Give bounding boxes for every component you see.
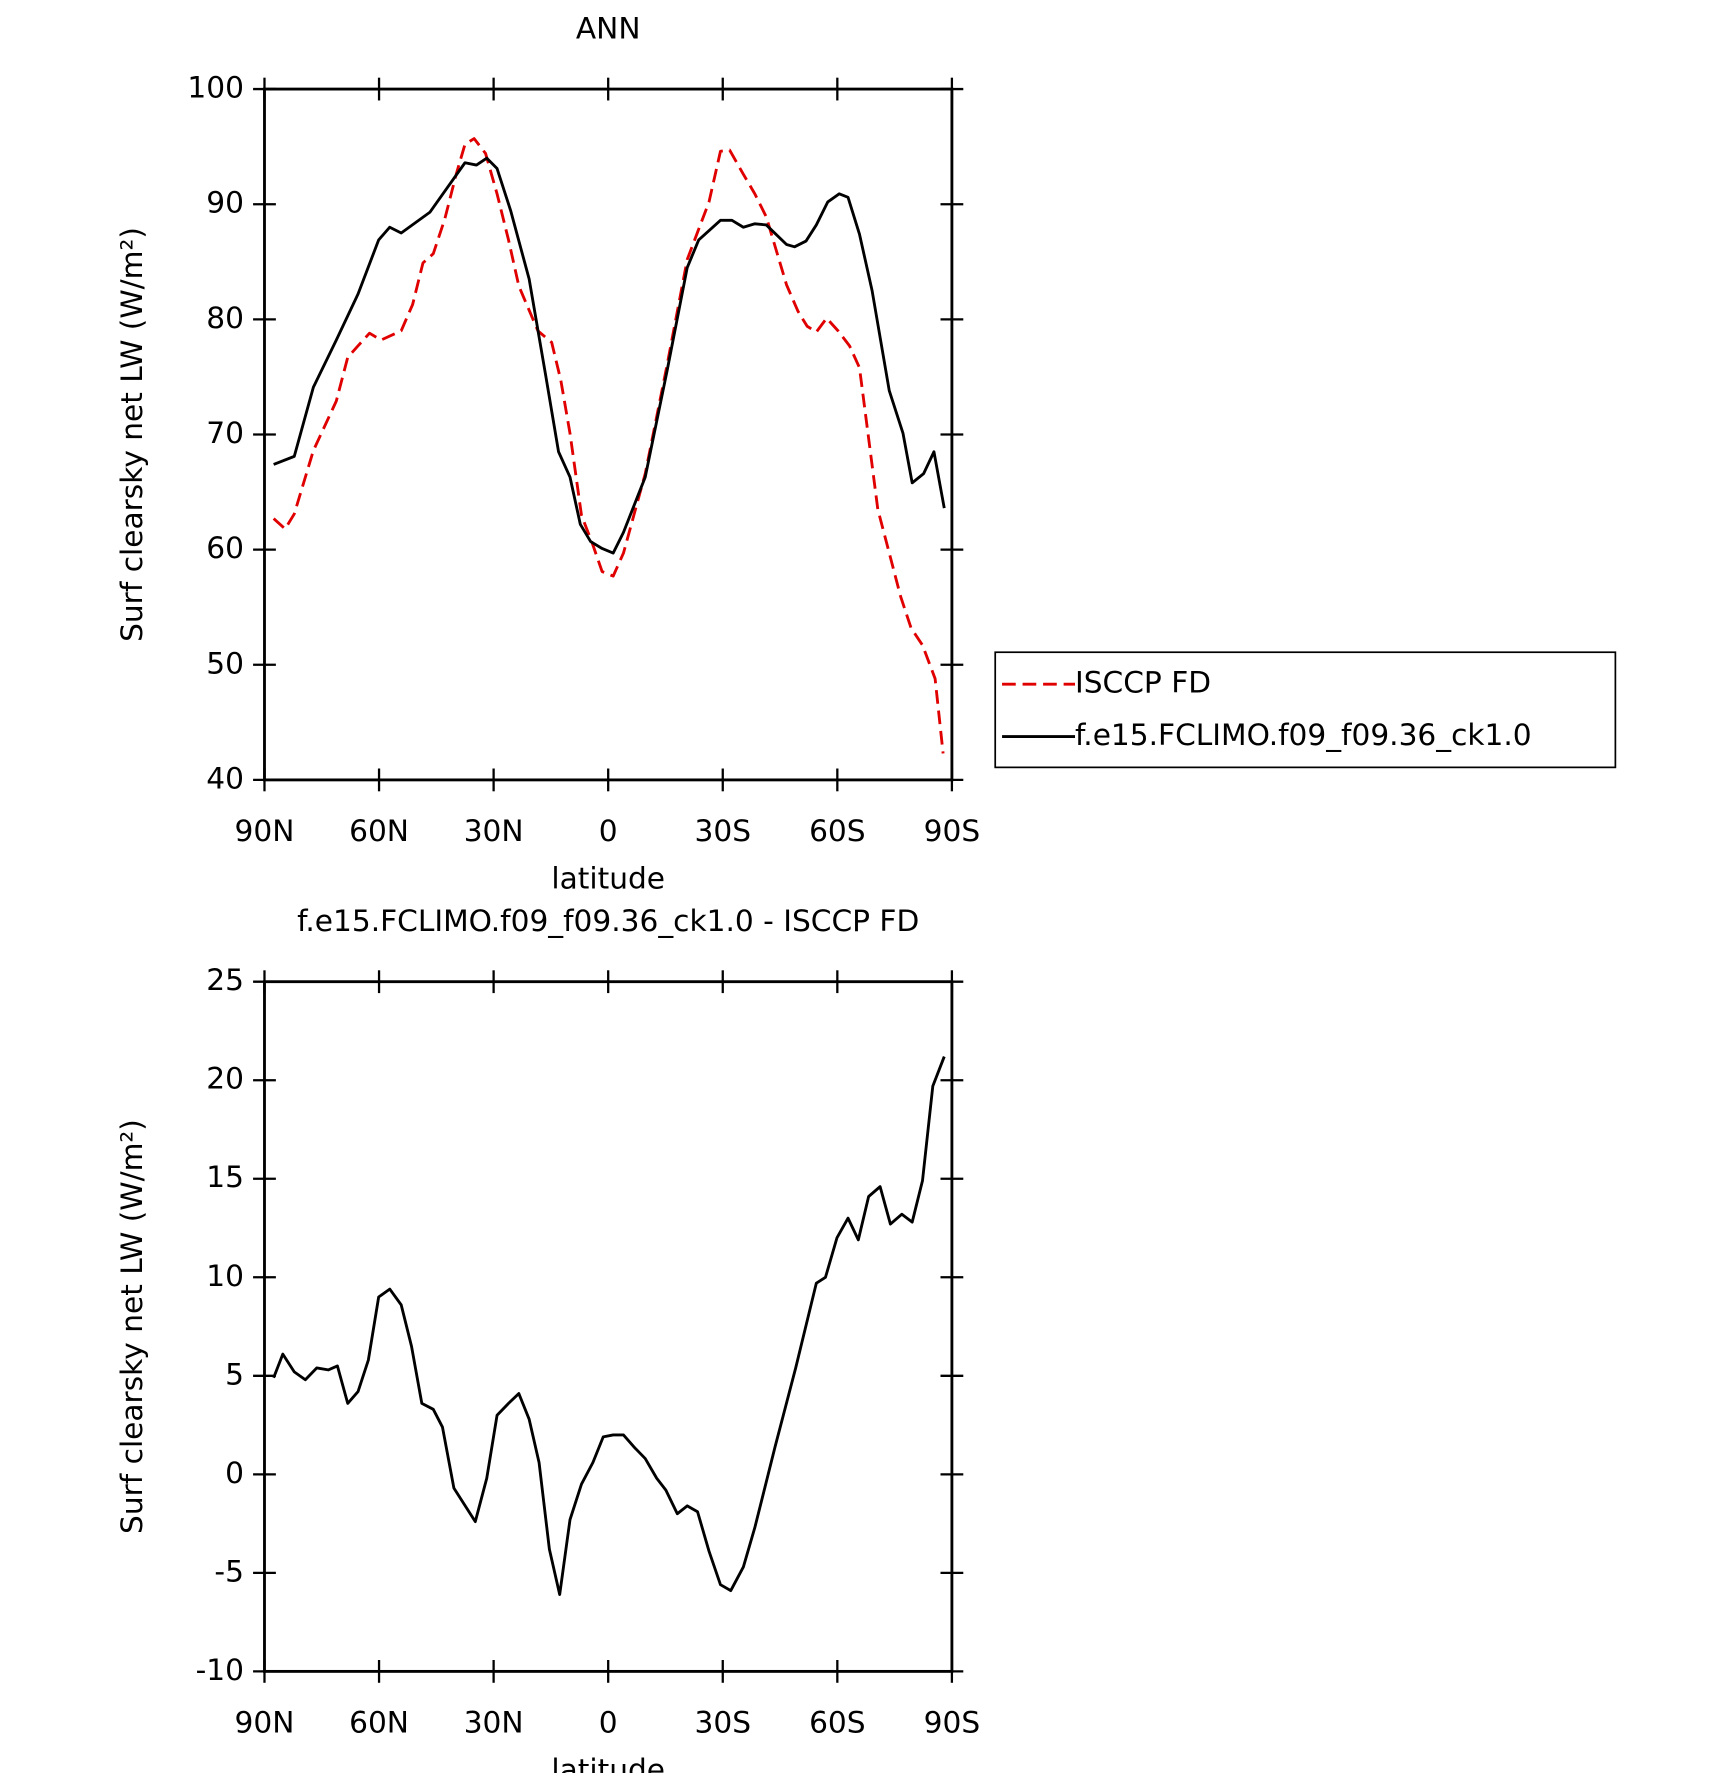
x-tick-label: 90N	[235, 813, 295, 848]
y-tick-label: -5	[214, 1553, 244, 1588]
y-tick-label: 40	[206, 760, 244, 795]
y-tick-label: 20	[206, 1061, 244, 1096]
x-axis-label: latitude	[551, 861, 665, 896]
y-tick-label: 25	[206, 962, 244, 997]
x-tick-label: 30N	[464, 813, 524, 848]
x-tick-label: 60N	[349, 813, 409, 848]
legend-label: ISCCP FD	[1075, 665, 1211, 700]
chart-title: ANN	[576, 10, 641, 45]
plot-frame	[263, 980, 954, 1673]
y-axis-label: Surf clearsky net LW (W/m²)	[114, 227, 149, 642]
x-tick-label: 90N	[235, 1704, 295, 1739]
x-tick-label: 60S	[809, 813, 866, 848]
data-line	[272, 1056, 946, 1596]
y-tick-label: 60	[206, 530, 244, 565]
legend-box	[994, 651, 1617, 769]
x-tick-label: 60S	[809, 1704, 866, 1739]
y-tick-label: 70	[206, 415, 244, 450]
x-tick-label: 90S	[924, 813, 981, 848]
x-tick-label: 0	[599, 1704, 618, 1739]
y-tick-label: 100	[187, 70, 244, 105]
y-axis-label: Surf clearsky net LW (W/m²)	[114, 1119, 149, 1534]
x-tick-label: 60N	[349, 1704, 409, 1739]
y-tick-label: 90	[206, 185, 244, 220]
plot-frame	[263, 87, 954, 782]
y-tick-label: -10	[196, 1652, 244, 1687]
legend-label: f.e15.FCLIMO.f09_f09.36_ck1.0	[1075, 717, 1532, 752]
data-line	[273, 156, 946, 555]
x-tick-label: 30S	[695, 813, 752, 848]
x-tick-label: 30S	[695, 1704, 752, 1739]
y-tick-label: 80	[206, 300, 244, 335]
y-tick-label: 5	[225, 1356, 244, 1391]
y-tick-label: 50	[206, 645, 244, 680]
y-tick-label: 0	[225, 1455, 244, 1490]
y-tick-label: 10	[206, 1258, 244, 1293]
y-tick-label: 15	[206, 1159, 244, 1194]
data-line	[272, 137, 945, 754]
x-axis-label: latitude	[551, 1752, 665, 1773]
x-tick-label: 0	[599, 813, 618, 848]
x-tick-label: 90S	[924, 1704, 981, 1739]
x-tick-label: 30N	[464, 1704, 524, 1739]
chart-title: f.e15.FCLIMO.f09_f09.36_ck1.0 - ISCCP FD	[297, 903, 919, 938]
